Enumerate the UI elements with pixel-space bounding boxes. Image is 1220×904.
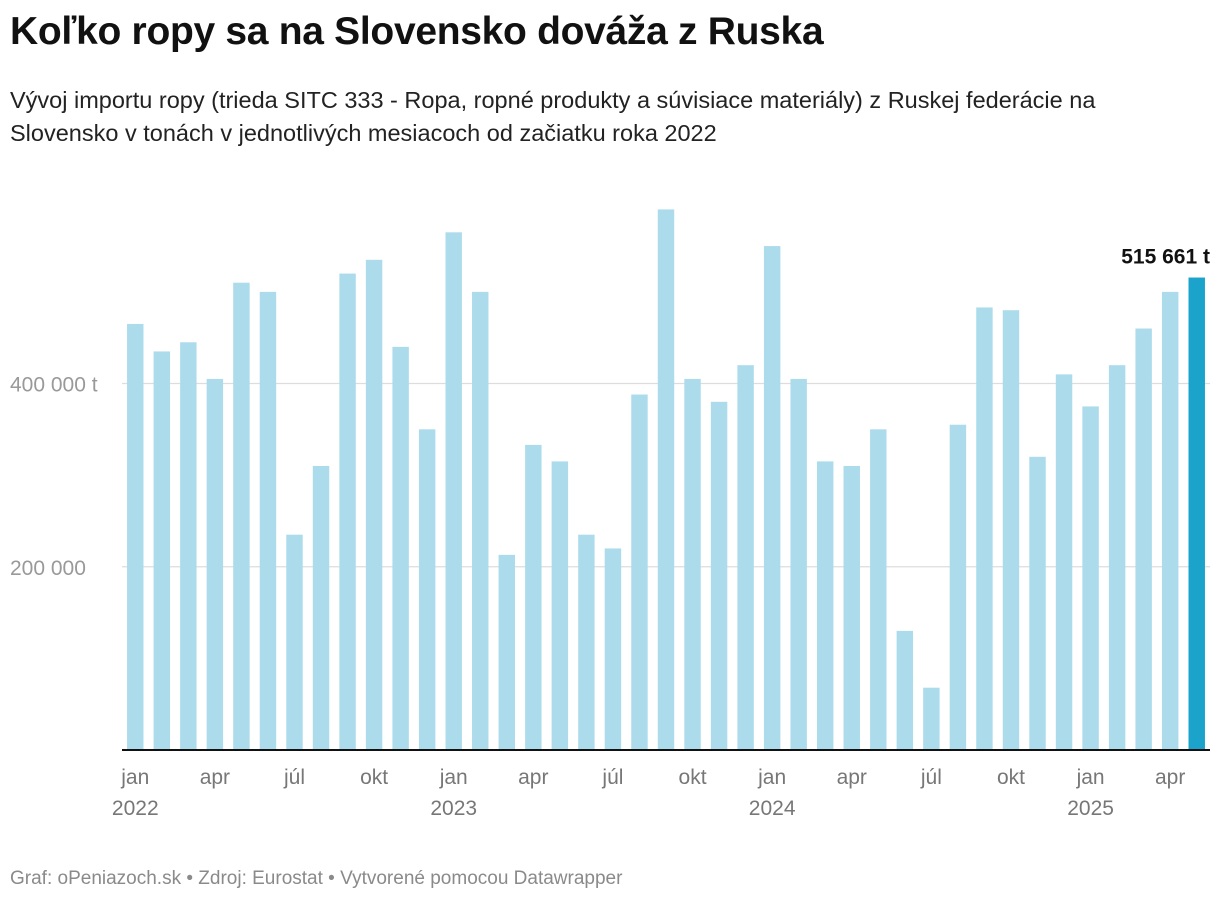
x-tick-year-label: 2023 xyxy=(430,797,477,820)
bar-highlight xyxy=(1188,277,1205,750)
x-tick-year-label: 2022 xyxy=(112,797,159,820)
chart-title: Koľko ropy sa na Slovensko dováža z Rusk… xyxy=(10,10,824,53)
bar xyxy=(1161,291,1179,751)
bar xyxy=(365,259,383,750)
bar xyxy=(259,291,277,751)
x-tick-label: jan xyxy=(1076,766,1105,789)
bar xyxy=(710,401,728,750)
y-tick-label: 200 000 xyxy=(10,557,86,580)
bar xyxy=(206,378,224,750)
bar xyxy=(127,323,144,750)
bar xyxy=(1002,310,1020,750)
bar xyxy=(1135,328,1152,750)
bar xyxy=(1108,365,1126,750)
bar xyxy=(1082,406,1099,750)
x-tick-label: apr xyxy=(1155,766,1185,789)
x-tick-label: apr xyxy=(200,766,230,789)
x-tick-label: júl xyxy=(920,766,942,789)
x-tick-label: júl xyxy=(601,766,623,789)
bar xyxy=(445,232,462,750)
y-tick-label: 400 000 t xyxy=(10,374,98,397)
x-tick-label: okt xyxy=(997,766,1025,789)
bar xyxy=(1055,374,1073,750)
bar xyxy=(498,554,515,750)
x-tick-label: apr xyxy=(837,766,867,789)
bar xyxy=(472,291,489,751)
bar xyxy=(312,465,330,750)
bar xyxy=(843,465,860,750)
bar xyxy=(418,429,436,750)
x-tick-label: jan xyxy=(120,766,149,789)
bar xyxy=(233,282,250,750)
bar xyxy=(286,534,303,750)
bar xyxy=(949,424,967,750)
bar xyxy=(896,630,914,750)
x-tick-year-label: 2025 xyxy=(1067,797,1114,820)
bar xyxy=(180,342,197,750)
bar xyxy=(392,346,409,750)
bar xyxy=(976,307,993,750)
bar xyxy=(684,378,701,750)
x-tick-label: okt xyxy=(679,766,707,789)
bar xyxy=(816,461,834,750)
x-tick-label: apr xyxy=(518,766,548,789)
data-label: 515 661 t xyxy=(1121,246,1210,269)
bar xyxy=(604,548,622,750)
bar xyxy=(763,246,781,750)
bar xyxy=(153,351,171,750)
chart-subtitle: Vývoj importu ropy (trieda SITC 333 - Ro… xyxy=(10,87,1096,146)
bar xyxy=(657,209,675,750)
bar xyxy=(923,687,940,750)
bar xyxy=(870,429,887,750)
bar xyxy=(578,534,595,750)
bar xyxy=(339,273,356,750)
x-tick-label: jan xyxy=(439,766,468,789)
bar xyxy=(1029,456,1046,750)
x-tick-year-label: 2024 xyxy=(749,797,796,820)
x-tick-label: jan xyxy=(757,766,786,789)
bar xyxy=(551,461,569,750)
bar xyxy=(790,378,807,750)
bar xyxy=(737,365,754,750)
chart-footer: Graf: oPeniazoch.sk • Zdroj: Eurostat • … xyxy=(10,868,623,889)
x-tick-label: júl xyxy=(283,766,305,789)
x-tick-label: okt xyxy=(360,766,388,789)
bar xyxy=(631,394,648,750)
bar xyxy=(525,444,542,750)
